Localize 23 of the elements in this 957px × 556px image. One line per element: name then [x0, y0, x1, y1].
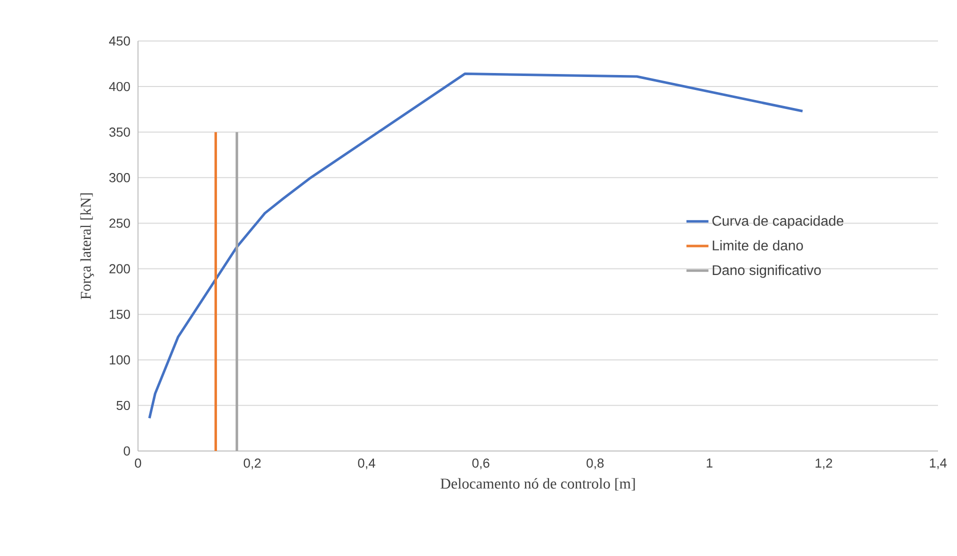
y-tick-label: 0 — [124, 446, 130, 456]
x-axis-title: Delocamento nó de controlo [m] — [440, 478, 635, 491]
x-tick-label: 0 — [134, 458, 142, 468]
legend-label: Dano significativo — [712, 264, 821, 278]
legend-label: Limite de dano — [712, 240, 803, 250]
y-tick-label: 300 — [109, 173, 130, 182]
y-tick-label: 350 — [109, 128, 130, 137]
legend-label: Curva de capacidade — [712, 216, 844, 229]
y-tick-label: 450 — [109, 36, 130, 46]
y-tick-label: 250 — [109, 218, 130, 228]
y-tick-label: 400 — [109, 82, 130, 92]
y-axis-title: Força lateral [kN] — [80, 193, 94, 300]
y-tick-label: 50 — [116, 400, 130, 410]
y-tick-label: 100 — [110, 355, 130, 364]
x-tick-label: 1,4 — [930, 458, 947, 470]
x-tick-label: 0,4 — [358, 458, 376, 470]
x-tick-label: 0,2 — [244, 458, 261, 470]
x-tick-label: 0,8 — [586, 458, 604, 470]
x-tick-label: 1,2 — [816, 458, 832, 470]
y-tick-label: 150 — [110, 310, 130, 319]
x-tick-label: 0,6 — [472, 458, 490, 470]
y-tick-label: 200 — [109, 264, 130, 274]
x-tick-label: 1 — [706, 458, 712, 468]
